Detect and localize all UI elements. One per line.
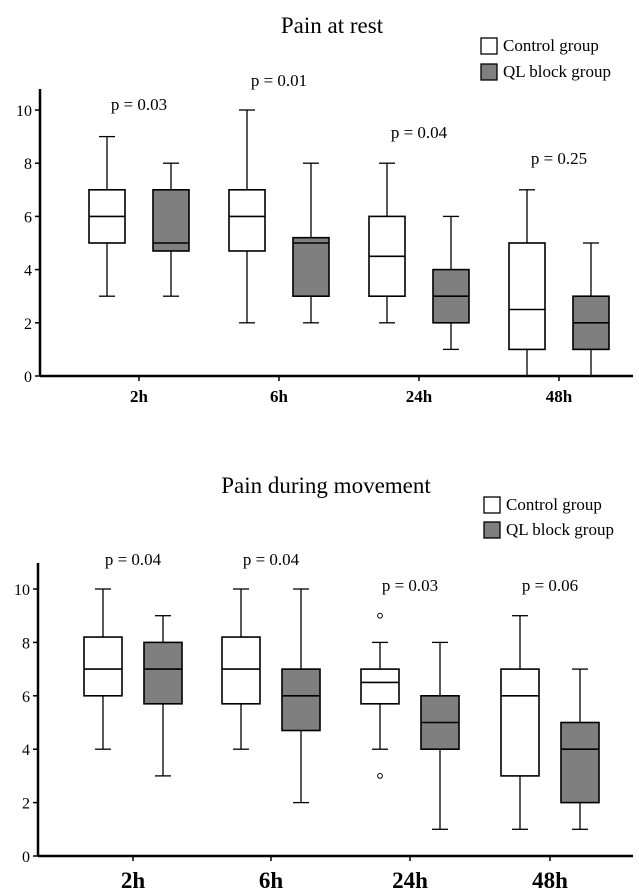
y-tick-label: 0 <box>24 369 32 386</box>
box-plot-ql-block <box>572 242 610 377</box>
outlier-point <box>377 612 383 619</box>
legend: Control group QL block group <box>480 36 611 81</box>
chart-panel-1: Pain at rest 0 2 4 6 8 10 2h 6h 24h 48h p = 0.03 p =… <box>16 13 633 406</box>
p-value-label: p = 0.25 <box>531 149 587 168</box>
legend-label: QL block group <box>506 520 614 539</box>
p-value-label: p = 0.06 <box>522 576 578 595</box>
y-tick-label: 2 <box>24 316 32 333</box>
iqr-box <box>281 668 321 732</box>
legend-swatch-ql-block <box>483 521 501 539</box>
legend-swatch-control <box>480 37 498 55</box>
box-plot-ql-block <box>143 615 183 777</box>
y-tick-label: 2 <box>22 796 30 813</box>
x-tick-label: 6h <box>259 868 284 890</box>
iqr-box <box>143 641 183 705</box>
x-tick-label: 24h <box>406 387 433 406</box>
iqr-box <box>83 636 123 697</box>
legend-swatch-ql-block <box>480 63 498 81</box>
box-plot-control <box>228 109 266 324</box>
y-tick-label: 10 <box>16 103 32 120</box>
p-value-label: p = 0.03 <box>111 95 167 114</box>
box-plot-ql-block <box>281 588 321 804</box>
chart-title: Pain during movement <box>221 473 431 498</box>
legend-label: QL block group <box>503 62 611 81</box>
p-value-label: p = 0.04 <box>391 123 448 142</box>
iqr-box <box>360 668 400 705</box>
y-tick-label: 6 <box>22 689 30 706</box>
iqr-box <box>508 242 546 351</box>
y-tick-label: 6 <box>24 209 32 226</box>
y-tick-label: 8 <box>22 635 30 652</box>
p-value-label: p = 0.03 <box>382 576 438 595</box>
iqr-box <box>152 189 190 252</box>
y-tick-label: 10 <box>14 582 30 599</box>
p-value-label: p = 0.04 <box>105 550 162 569</box>
legend-label: Control group <box>503 36 599 55</box>
box-plot-ql-block <box>292 162 330 324</box>
outlier-point <box>377 773 383 779</box>
box-plot-control <box>508 189 546 377</box>
y-tick-label: 4 <box>24 263 32 280</box>
legend-swatch-control <box>483 496 501 514</box>
y-tick-label: 4 <box>22 742 30 759</box>
box-plot-control <box>368 162 406 324</box>
x-tick-label: 48h <box>546 387 573 406</box>
p-value-label: p = 0.04 <box>243 550 300 569</box>
x-tick-label: 48h <box>532 868 568 890</box>
iqr-box <box>292 236 330 297</box>
y-tick-label: 8 <box>24 156 32 173</box>
x-tick-label: 6h <box>270 387 289 406</box>
iqr-box <box>228 189 266 252</box>
chart-title: Pain at rest <box>281 13 384 38</box>
legend-label: Control group <box>506 495 602 514</box>
x-tick-label: 2h <box>130 387 149 406</box>
iqr-box <box>221 636 261 705</box>
box-plot-ql-block <box>432 215 470 351</box>
box-plot-control <box>221 588 261 750</box>
box-plot-control <box>500 615 540 830</box>
x-tick-label: 2h <box>121 868 146 890</box>
chart-panel-2: Pain during movement 0 2 4 6 8 10 2h 6h 24h 48h p =… <box>14 473 633 890</box>
box-plot-ql-block <box>560 668 600 830</box>
box-plot-control <box>360 612 400 779</box>
x-tick-label: 24h <box>392 868 428 890</box>
box-plot-control <box>83 588 123 750</box>
box-plot-control <box>88 135 126 297</box>
box-plot-ql-block <box>420 641 460 830</box>
legend: Control group QL block group <box>483 495 614 539</box>
box-plot-ql-block <box>152 162 190 297</box>
iqr-box <box>560 721 600 804</box>
p-value-label: p = 0.01 <box>251 71 307 90</box>
y-tick-label: 0 <box>22 849 30 866</box>
iqr-box <box>500 668 540 777</box>
